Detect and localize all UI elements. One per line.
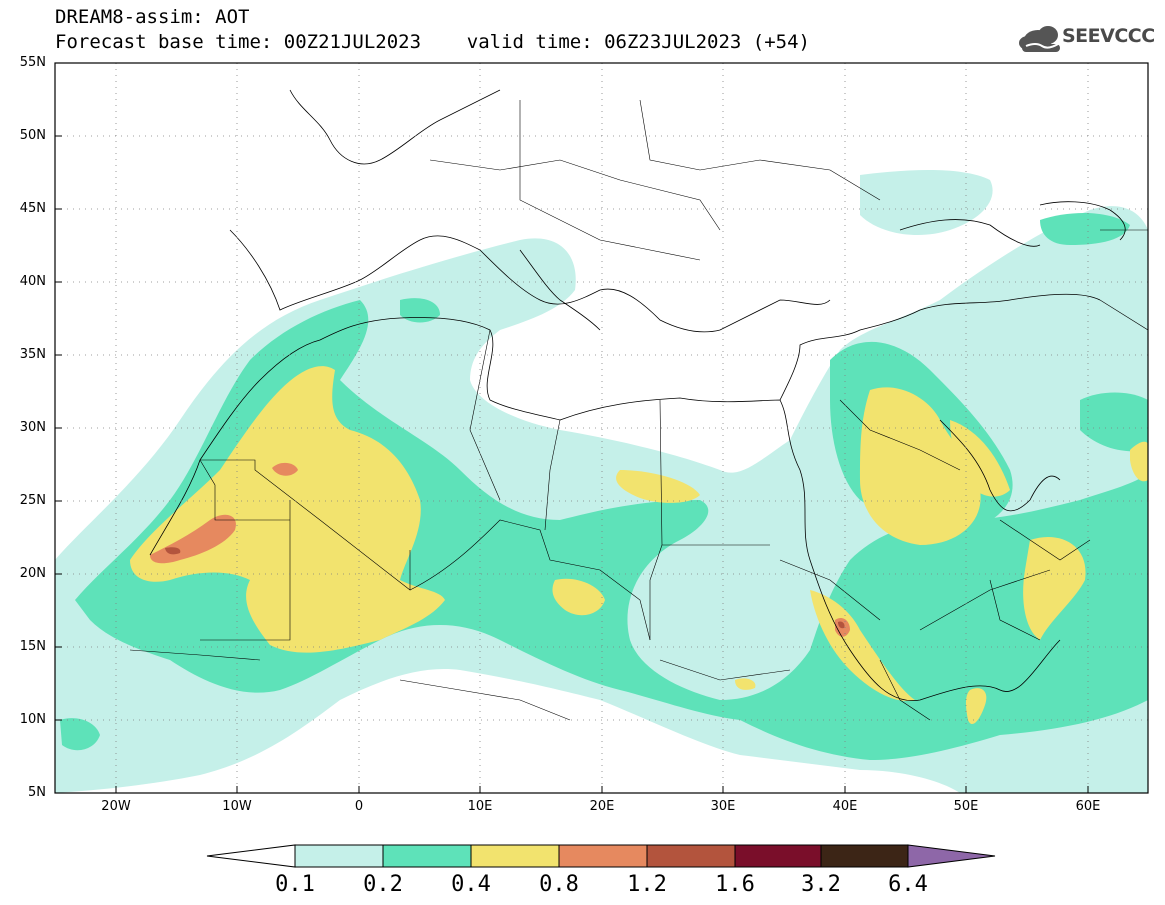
colorbar-label: 0.4 [451, 872, 491, 897]
lon-label: 30E [710, 799, 736, 814]
colorbar-label: 0.8 [539, 872, 579, 897]
colorbar-label: 6.4 [888, 872, 928, 897]
axis-ticks [55, 135, 1089, 793]
colorbar-segment-2 [382, 844, 472, 868]
colorbar-segment-1 [294, 844, 384, 868]
lat-label: 5N [28, 785, 46, 800]
lon-label: 20W [101, 799, 131, 814]
colorbar-label: 1.6 [715, 872, 755, 897]
colorbar-segment-6 [734, 844, 822, 868]
lon-label: 10W [222, 799, 252, 814]
lat-label: 20N [19, 566, 46, 581]
colorbar-label: 0.1 [275, 872, 315, 897]
lon-label: 40E [832, 799, 858, 814]
colorbar-segment-7 [820, 844, 909, 868]
lat-label: 55N [19, 55, 46, 70]
forecast-times: Forecast base time: 00Z21JUL2023 valid t… [55, 31, 810, 53]
country-borders [129, 99, 1148, 721]
colorbar [206, 844, 996, 868]
lon-label: 20E [589, 799, 615, 814]
map-title: DREAM8-assim: AOT [55, 6, 250, 28]
lat-label: 35N [19, 347, 46, 362]
lon-label: 50E [953, 799, 979, 814]
aot-level-1.2 [165, 547, 845, 629]
lon-label: 0 [354, 799, 364, 814]
aot-level-0.4 [130, 366, 1148, 725]
colorbar-label: 3.2 [801, 872, 841, 897]
colorbar-segment-lower [206, 844, 296, 868]
lat-label: 15N [19, 639, 46, 654]
logo-text: SEEVCCC [1062, 25, 1155, 47]
coastlines [149, 89, 1126, 702]
lon-label: 10E [467, 799, 493, 814]
colorbar-segment-3 [470, 844, 560, 868]
lat-label: 40N [19, 274, 46, 289]
lat-label: 45N [19, 201, 46, 216]
lat-label: 10N [19, 712, 46, 727]
lat-label: 25N [19, 493, 46, 508]
colorbar-segment-upper [907, 844, 996, 868]
lat-label: 30N [19, 420, 46, 435]
colorbar-segment-5 [646, 844, 736, 868]
colorbar-label: 1.2 [627, 872, 667, 897]
colorbar-segment-4 [558, 844, 648, 868]
cloud-icon [1019, 26, 1060, 52]
graticule [55, 63, 1148, 793]
lat-label: 50N [19, 128, 46, 143]
lon-label: 60E [1075, 799, 1101, 814]
colorbar-label: 0.2 [363, 872, 403, 897]
seevccc-logo [1019, 26, 1060, 52]
